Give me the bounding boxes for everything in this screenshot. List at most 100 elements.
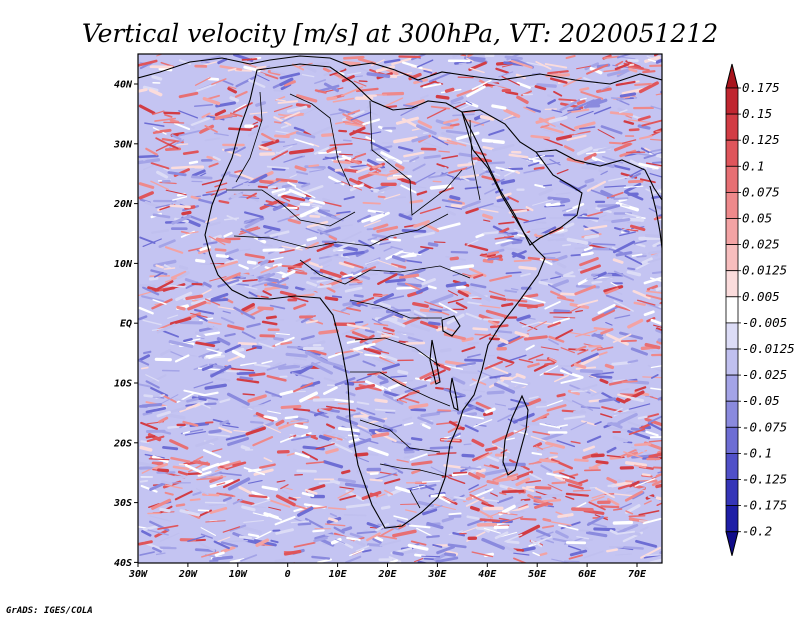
field-streak — [532, 551, 540, 557]
field-streak — [156, 170, 169, 179]
field-streak — [503, 114, 514, 121]
colorbar-segment — [725, 322, 739, 350]
field-streak — [573, 458, 589, 463]
field-streak — [601, 406, 624, 414]
field-streak — [217, 306, 238, 311]
field-streak — [483, 231, 499, 235]
field-streak — [229, 112, 243, 118]
field-streak — [172, 465, 190, 471]
field-streak — [388, 238, 402, 242]
field-streak — [452, 54, 464, 58]
field-streak — [643, 500, 652, 505]
field-streak — [427, 242, 439, 247]
field-streak — [346, 536, 361, 542]
field-streak — [441, 131, 459, 140]
field-streak — [231, 349, 246, 359]
field-streak — [325, 523, 346, 527]
field-streak — [400, 316, 422, 327]
field-streak — [215, 536, 231, 543]
field-streak — [459, 370, 479, 375]
field-streak — [158, 416, 169, 424]
field-streak — [636, 299, 656, 306]
field-streak — [496, 197, 510, 203]
field-streak — [236, 378, 260, 384]
field-streak — [468, 289, 491, 302]
field-streak — [149, 515, 172, 522]
field-streak — [514, 331, 529, 338]
field-streak — [623, 451, 643, 459]
field-streak — [512, 412, 535, 424]
field-streak — [184, 431, 206, 436]
field-streak — [143, 394, 154, 398]
field-streak — [561, 207, 573, 212]
lat-label: 30S — [113, 498, 132, 509]
field-streak — [424, 301, 443, 309]
field-streak — [590, 390, 604, 397]
field-streak — [487, 511, 503, 518]
field-streak — [655, 483, 662, 489]
field-streak — [173, 200, 183, 205]
field-streak — [479, 518, 501, 523]
field-streak — [165, 413, 186, 420]
field-streak — [293, 562, 297, 563]
field-streak — [373, 293, 394, 305]
field-streak — [534, 85, 547, 91]
field-streak — [342, 113, 363, 124]
field-streak — [591, 371, 614, 376]
field-streak — [301, 182, 311, 188]
field-streak — [317, 284, 332, 289]
field-streak — [248, 494, 268, 499]
field-streak — [341, 181, 363, 191]
field-streak — [523, 106, 536, 113]
field-streak — [148, 276, 159, 281]
field-streak — [341, 469, 351, 475]
field-streak — [218, 199, 230, 204]
field-streak — [210, 292, 229, 301]
field-streak — [293, 408, 311, 412]
field-streak — [197, 470, 212, 477]
field-streak — [630, 396, 645, 403]
field-streak — [555, 329, 573, 340]
field-streak — [401, 549, 417, 555]
field-streak — [561, 397, 573, 404]
field-streak — [528, 155, 546, 161]
field-streak — [586, 275, 599, 281]
field-streak — [280, 404, 302, 409]
field-streak — [224, 333, 236, 337]
field-streak — [464, 358, 484, 362]
field-streak — [196, 477, 219, 481]
field-streak — [275, 332, 290, 336]
field-streak — [266, 282, 289, 290]
field-streak — [591, 308, 616, 322]
field-streak — [403, 151, 425, 158]
field-streak — [194, 309, 214, 315]
field-streak — [494, 329, 513, 334]
colorbar-segment — [725, 191, 739, 219]
field-streak — [281, 194, 306, 202]
field-streak — [549, 77, 568, 84]
field-streak — [613, 304, 631, 312]
field-streak — [518, 303, 539, 309]
field-streak — [283, 487, 293, 491]
field-streak — [482, 213, 494, 220]
field-streak — [426, 534, 440, 539]
field-streak — [497, 337, 509, 345]
field-streak — [500, 531, 518, 538]
field-streak — [198, 391, 219, 398]
field-streak — [547, 196, 570, 202]
field-streak — [219, 465, 229, 470]
field-streak — [438, 187, 454, 194]
field-streak — [293, 303, 307, 310]
field-streak — [453, 496, 467, 501]
field-streak — [314, 210, 327, 217]
field-streak — [504, 289, 518, 293]
field-streak — [545, 202, 561, 207]
coastlines — [138, 55, 662, 529]
field-streak — [627, 65, 650, 72]
field-streak — [194, 77, 211, 86]
field-streak — [190, 195, 201, 201]
field-streak — [551, 109, 563, 113]
field-streak — [138, 154, 159, 159]
field-streak — [261, 132, 276, 142]
